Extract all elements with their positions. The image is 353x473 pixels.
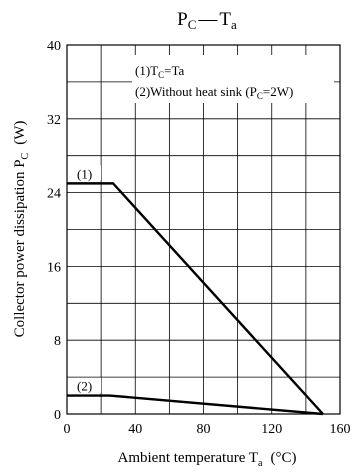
xlabel-sub: a <box>258 458 263 469</box>
series-line-1 <box>67 182 324 415</box>
x-axis-label: Ambient temperature Ta (°C) <box>118 450 297 469</box>
legend-2-sub: C <box>257 91 263 101</box>
y-tick-label: 40 <box>47 39 61 54</box>
grid-lines <box>67 45 340 414</box>
legend-box <box>132 55 334 103</box>
legend-entry-1: (1)TC=Ta <box>135 63 184 80</box>
ylabel-unit: (W) <box>12 121 28 145</box>
series-group: (1) (2) <box>67 165 324 416</box>
legend-entry-2: (2)Without heat sink (PC=2W) <box>135 84 293 101</box>
xlabel-text: Ambient temperature T <box>118 450 259 466</box>
chart-title: PC — Ta <box>177 9 237 32</box>
x-tick-label: 80 <box>197 422 211 437</box>
plot-frame <box>66 44 341 415</box>
x-tick-label: 160 <box>330 422 351 437</box>
series-label-2: (2) <box>77 379 92 394</box>
x-tick-labels: 0 40 80 120 160 <box>64 422 351 437</box>
y-tick-labels: 0 8 16 24 32 40 <box>47 39 61 423</box>
y-tick-label: 24 <box>47 187 61 202</box>
title-dash: — <box>197 9 218 30</box>
title-main: P <box>177 9 188 30</box>
legend-2-suffix: =2W) <box>263 84 293 99</box>
x-tick-label: 0 <box>64 422 71 437</box>
ylabel-text: Collector power dissipation P <box>12 159 28 337</box>
legend-2-prefix: (2)Without heat sink (P <box>135 84 257 99</box>
legend-1-suffix: =Ta <box>164 63 184 78</box>
xlabel-unit: (°C) <box>270 450 296 466</box>
y-tick-label: 0 <box>54 408 61 423</box>
title-main-sub: C <box>188 17 197 32</box>
legend-1-prefix: (1)T <box>135 63 158 78</box>
series-label-bg-2 <box>75 377 101 393</box>
y-axis-label: Collector power dissipation PC (W) <box>12 121 31 338</box>
title-second-sub: a <box>231 17 237 32</box>
title-second: T <box>219 9 231 30</box>
x-tick-label: 120 <box>261 422 282 437</box>
series-line-2 <box>67 394 324 416</box>
legend-1-sub: C <box>158 70 164 80</box>
series-label-bg-1 <box>75 165 101 181</box>
x-tick-label: 40 <box>128 422 142 437</box>
ylabel-sub: C <box>20 152 31 159</box>
y-tick-label: 8 <box>54 334 61 349</box>
y-tick-label: 32 <box>47 113 61 128</box>
y-tick-label: 16 <box>47 260 61 275</box>
series-label-1: (1) <box>77 166 92 181</box>
